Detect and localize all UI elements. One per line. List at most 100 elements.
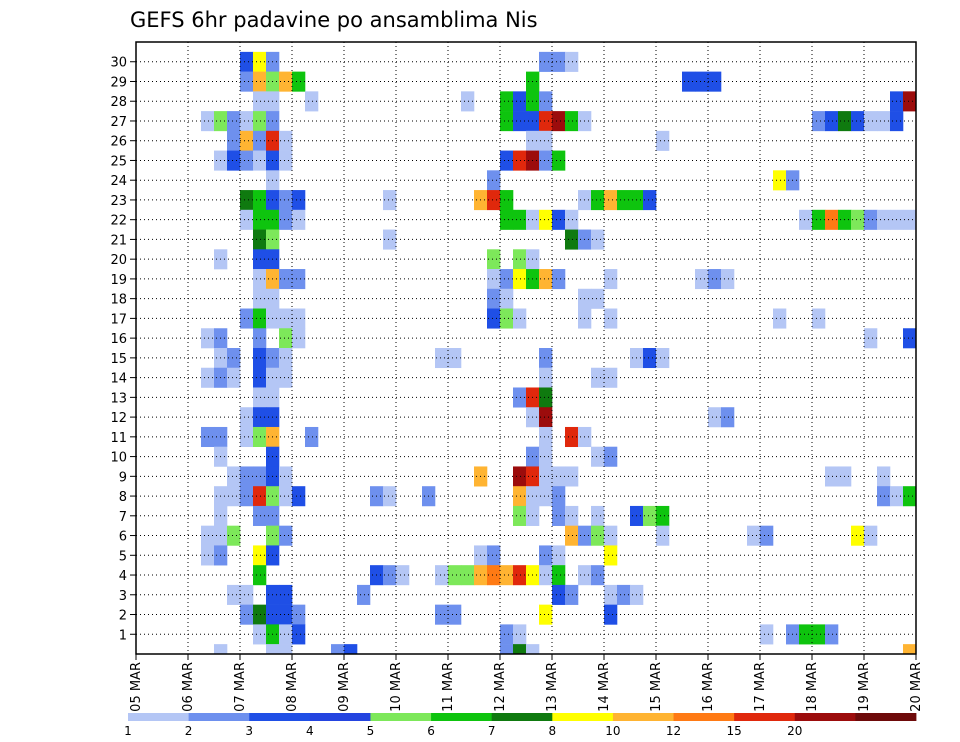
heatmap-cell	[656, 525, 670, 546]
heatmap-cell	[747, 525, 761, 546]
heatmap-cell	[539, 348, 553, 369]
heatmap-cell	[773, 170, 787, 191]
heatmap-cell	[539, 565, 553, 586]
heatmap-cell	[279, 624, 293, 645]
heatmap-cell	[201, 426, 215, 448]
heatmap-cell	[500, 190, 514, 211]
heatmap-cell	[240, 604, 254, 625]
heatmap-cell	[201, 111, 215, 132]
heatmap-cell	[500, 288, 514, 309]
heatmap-cell	[552, 150, 566, 171]
heatmap-cell	[279, 150, 293, 171]
heatmap-cell	[552, 505, 566, 526]
heatmap-cell	[539, 426, 553, 448]
heatmap-cell	[851, 209, 865, 230]
heatmap-cell	[253, 407, 267, 428]
heatmap-cell	[227, 486, 241, 507]
colorbar-swatch	[734, 713, 796, 721]
heatmap-cell	[383, 190, 397, 211]
colorbar-label: 8	[548, 724, 556, 738]
heatmap-cell	[604, 604, 618, 625]
heatmap-cell	[500, 269, 514, 290]
heatmap-cell	[591, 446, 605, 467]
heatmap-cell	[591, 505, 605, 526]
heatmap-cell	[565, 229, 579, 250]
heatmap-cell	[279, 367, 293, 388]
heatmap-cell	[513, 308, 527, 329]
y-tick-label: 9	[119, 470, 127, 485]
heatmap-cell	[552, 466, 566, 487]
x-tick-label: 08 MAR	[285, 662, 300, 712]
heatmap-cell	[513, 387, 527, 408]
heatmap-cell	[240, 426, 254, 448]
heatmap-cell	[760, 525, 774, 546]
heatmap-cell	[487, 249, 501, 270]
colorbar-swatch	[128, 713, 190, 721]
heatmap-cell	[227, 466, 241, 487]
heatmap-cell	[604, 525, 618, 546]
heatmap-cell	[552, 269, 566, 290]
heatmap-cell	[812, 209, 826, 230]
heatmap-cell	[383, 565, 397, 586]
heatmap-cell	[292, 269, 306, 290]
heatmap-cell	[253, 71, 267, 92]
heatmap-cell	[721, 407, 735, 428]
y-tick-label: 5	[119, 549, 127, 564]
heatmap-cell	[435, 604, 449, 625]
heatmap-cell	[253, 111, 267, 132]
heatmap-cell	[227, 111, 241, 132]
heatmap-cell	[591, 565, 605, 586]
y-tick-label: 7	[119, 510, 127, 525]
heatmap-cell	[617, 584, 631, 605]
heatmap-cell	[695, 269, 709, 290]
heatmap-cell	[617, 190, 631, 211]
heatmap-cell	[812, 624, 826, 645]
heatmap-cell	[695, 71, 709, 92]
heatmap-cell	[253, 51, 267, 72]
heatmap-cell	[591, 525, 605, 546]
heatmap-cell	[253, 348, 267, 369]
heatmap-cell	[539, 604, 553, 625]
heatmap-cell	[279, 190, 293, 211]
heatmap-cell	[227, 584, 241, 605]
heatmap-cell	[539, 209, 553, 230]
heatmap-cell	[539, 446, 553, 467]
heatmap-cell	[487, 269, 501, 290]
heatmap-cell	[604, 446, 618, 467]
heatmap-cell	[253, 91, 267, 112]
heatmap-cell	[591, 229, 605, 250]
heatmap-cell	[279, 604, 293, 625]
heatmap-cell	[552, 584, 566, 605]
heatmap-cell	[513, 624, 527, 645]
heatmap-cell	[539, 466, 553, 487]
heatmap-cell	[292, 486, 306, 507]
y-tick-label: 6	[119, 530, 127, 545]
heatmap-cell	[240, 111, 254, 132]
y-axis: 1234567891011121314151617181920212223242…	[110, 56, 136, 643]
heatmap-cell	[435, 565, 449, 586]
heatmap-cell	[799, 624, 813, 645]
colorbar-swatch	[491, 713, 553, 721]
y-tick-label: 30	[110, 56, 127, 71]
heatmap-cell	[292, 308, 306, 329]
y-tick-label: 2	[119, 609, 127, 624]
y-tick-label: 20	[110, 253, 127, 268]
heatmap-cell	[903, 209, 917, 230]
x-tick-label: 13 MAR	[545, 662, 560, 712]
heatmap-cell	[292, 328, 306, 349]
heatmap-cell	[253, 190, 267, 211]
heatmap-cell	[214, 644, 228, 655]
x-axis: 05 MAR 06 MAR 07 MAR 08 MAR 09 MAR 10 MAR 11 M…	[129, 654, 924, 712]
heatmap-cell	[253, 505, 267, 526]
heatmap-cell	[552, 111, 566, 132]
colorbar-swatch	[673, 713, 735, 721]
heatmap-cell	[565, 584, 579, 605]
heatmap-cell	[825, 209, 839, 230]
heatmap-cell	[539, 387, 553, 408]
heatmap-cell	[864, 111, 878, 132]
colorbar-swatch	[249, 713, 311, 721]
heatmap-cell	[292, 624, 306, 645]
heatmap-cell	[799, 209, 813, 230]
y-tick-label: 28	[110, 95, 127, 110]
heatmap-cell	[539, 91, 553, 112]
